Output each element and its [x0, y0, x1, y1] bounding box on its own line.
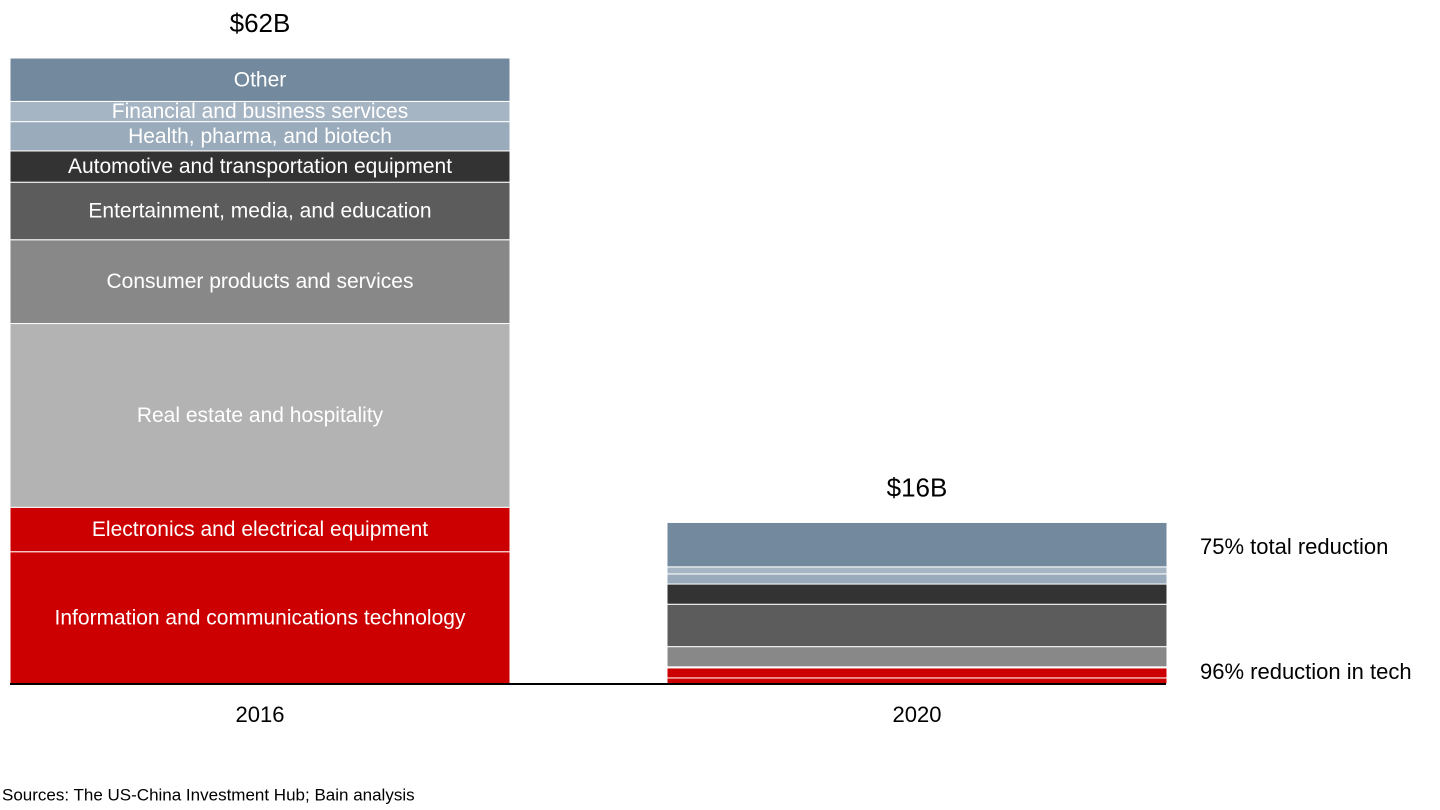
segment-label: Financial and business services	[112, 100, 408, 123]
x-tick-label: 2016	[236, 702, 285, 727]
segment-label: Electronics and electrical equipment	[92, 518, 428, 541]
bar-segment	[666, 521, 1168, 568]
annotation: 75% total reduction	[1200, 534, 1388, 559]
segment-label: Real estate and hospitality	[137, 404, 384, 427]
bar-segment	[666, 667, 1168, 679]
segment-label: Automotive and transportation equipment	[68, 155, 452, 178]
x-tick-label: 2020	[893, 702, 942, 727]
segment-label: Entertainment, media, and education	[88, 200, 431, 223]
bar-segment	[9, 121, 511, 152]
segment-label: Other	[234, 68, 287, 91]
segment-label: Health, pharma, and biotech	[128, 125, 392, 148]
segment-label: Consumer products and services	[107, 270, 414, 293]
bar-segment	[666, 583, 1168, 605]
bar-segment	[9, 57, 511, 102]
bar-segment	[666, 646, 1168, 668]
source-note: Sources: The US-China Investment Hub; Ba…	[2, 785, 415, 804]
segment-label: Information and communications technolog…	[55, 606, 466, 629]
bar-segment	[9, 150, 511, 183]
total-label: $62B	[230, 8, 291, 38]
bar-segment	[9, 551, 511, 685]
bar-segment	[9, 181, 511, 241]
bar-segment	[9, 239, 511, 325]
total-label: $16B	[887, 472, 948, 502]
bar-segment	[666, 573, 1168, 585]
annotation: 96% reduction in tech	[1200, 659, 1412, 684]
bar-segment	[9, 506, 511, 553]
bar-segment	[666, 566, 1168, 575]
bar-segment	[666, 603, 1168, 648]
